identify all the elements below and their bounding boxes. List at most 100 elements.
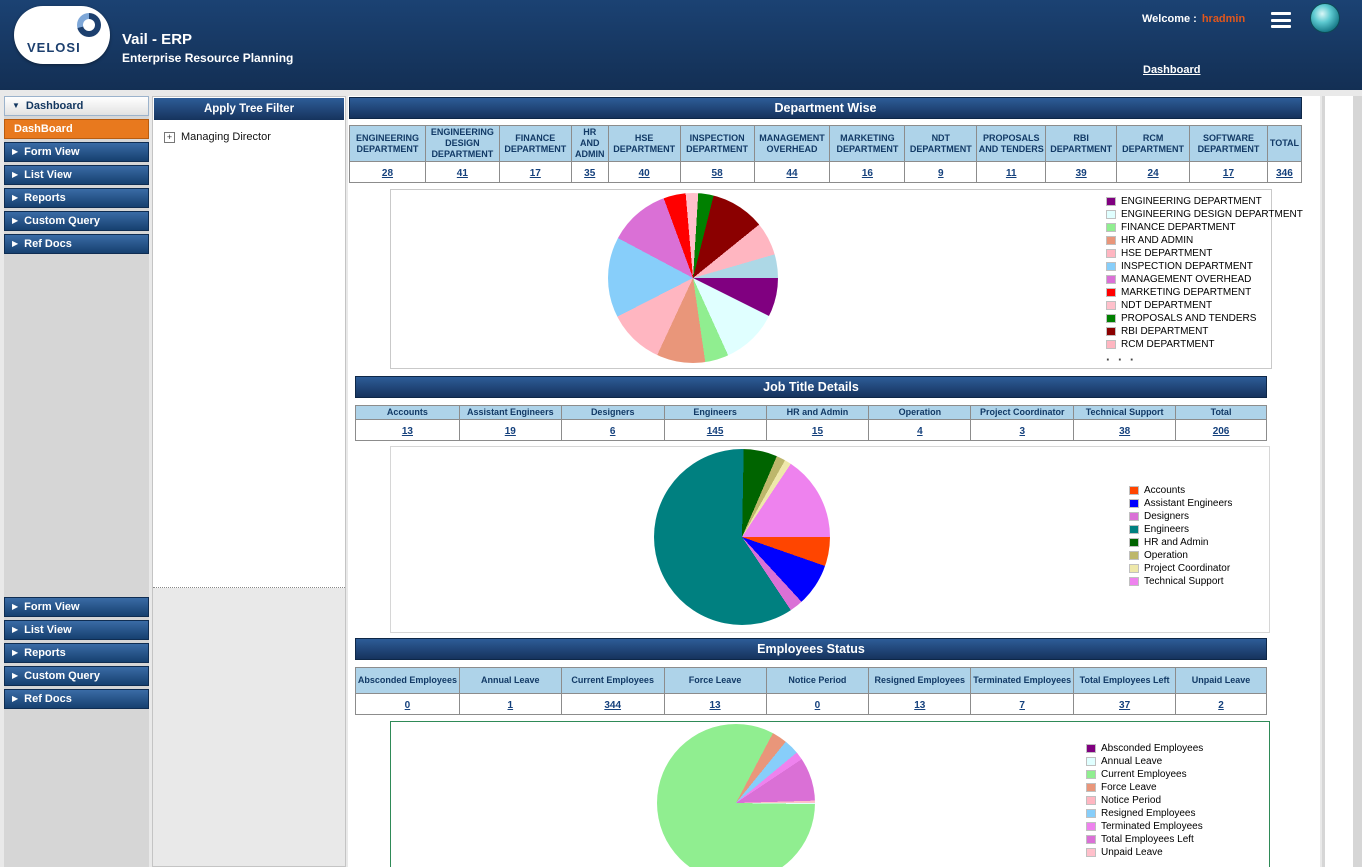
table-cell: 24 xyxy=(1116,161,1191,183)
count-link-software-department[interactable]: 17 xyxy=(1222,168,1235,179)
count-link-marketing-department[interactable]: 16 xyxy=(861,168,873,179)
legend-item-current-employees: Current Employees xyxy=(1086,768,1203,781)
count-link-ndt-department[interactable]: 9 xyxy=(938,168,944,179)
legend-label: Operation xyxy=(1144,550,1188,561)
count-link-accounts[interactable]: 13 xyxy=(401,426,413,437)
globe-logo-icon[interactable] xyxy=(1310,3,1340,33)
main-content: Department Wise ENGINEERING DEPARTMENT EN… xyxy=(348,96,1320,867)
count-link-hse-department[interactable]: 40 xyxy=(638,168,650,179)
count-link-absconded-employees[interactable]: 0 xyxy=(404,700,411,711)
count-link-resigned-employees[interactable]: 13 xyxy=(914,700,926,711)
section-title-employees-status: Employees Status xyxy=(355,638,1267,660)
legend-swatch xyxy=(1106,314,1116,323)
count-link-rcm-department[interactable]: 24 xyxy=(1147,168,1159,179)
sidebar-item-dashboard[interactable]: ▼ Dashboard xyxy=(4,96,149,116)
legend-label: Designers xyxy=(1144,511,1190,522)
menu-icon[interactable] xyxy=(1271,12,1291,28)
count-link-technical-support[interactable]: 38 xyxy=(1119,426,1131,437)
legend-label: Accounts xyxy=(1144,485,1186,496)
table-cell: 15 xyxy=(765,419,870,441)
sidebar-top-group: ▼ Dashboard DashBoard ▶ Form View ▶ List View ▶… xyxy=(4,96,149,254)
sidebar-item-label: Reports xyxy=(24,647,66,659)
sidebar-item-reports[interactable]: ▶ Reports xyxy=(4,188,149,208)
sidebar-bottom-item-list-view[interactable]: ▶ List View xyxy=(4,620,149,640)
count-link-hr-and-admin[interactable]: 15 xyxy=(811,426,824,437)
count-link-designers[interactable]: 6 xyxy=(609,426,616,437)
sidebar-item-form-view[interactable]: ▶ Form View xyxy=(4,142,149,162)
count-link-force-leave[interactable]: 13 xyxy=(709,700,721,711)
legend-item-resigned-employees: Resigned Employees xyxy=(1086,807,1203,820)
column-header-engineering-department: ENGINEERING DEPARTMENT xyxy=(349,125,426,162)
legend-swatch xyxy=(1129,499,1139,508)
legend-swatch xyxy=(1086,822,1096,831)
welcome-text: Welcome : hradmin xyxy=(1142,13,1245,25)
chevron-down-icon: ▼ xyxy=(12,101,20,110)
sidebar-item-dashboard[interactable]: DashBoard xyxy=(4,119,149,139)
section-department-wise: Department Wise ENGINEERING DEPARTMENT EN… xyxy=(349,97,1303,369)
sidebar-bottom-item-reports[interactable]: ▶ Reports xyxy=(4,643,149,663)
count-link-management-overhead[interactable]: 44 xyxy=(786,168,798,179)
count-link-total[interactable]: 206 xyxy=(1212,426,1230,437)
sidebar: ▼ Dashboard DashBoard ▶ Form View ▶ List View ▶… xyxy=(4,96,149,867)
count-link-hr-and-admin[interactable]: 35 xyxy=(584,168,596,179)
count-link-notice-period[interactable]: 0 xyxy=(814,700,821,711)
column-header-absconded-employees: Absconded Employees xyxy=(355,667,460,694)
legend-label: MANAGEMENT OVERHEAD xyxy=(1121,274,1252,285)
legend-item-management-overhead: MANAGEMENT OVERHEAD xyxy=(1106,273,1303,286)
section-title-department-wise: Department Wise xyxy=(349,97,1302,119)
count-link-inspection-department[interactable]: 58 xyxy=(711,168,723,179)
chevron-right-icon: ▶ xyxy=(12,193,19,202)
count-link-operation[interactable]: 4 xyxy=(917,426,923,437)
legend-item-finance-department: FINANCE DEPARTMENT xyxy=(1106,221,1303,234)
column-header-technical-support: Technical Support xyxy=(1073,405,1177,420)
sidebar-bottom-item-ref-docs[interactable]: ▶ Ref Docs xyxy=(4,689,149,709)
sidebar-bottom-item-form-view[interactable]: ▶ Form View xyxy=(4,597,149,617)
table-cell: 40 xyxy=(607,161,681,183)
table-cell: 35 xyxy=(570,161,609,183)
tree-node-label: Managing Director xyxy=(181,131,271,143)
count-link-rbi-department[interactable]: 39 xyxy=(1075,168,1087,179)
sidebar-item-label: Dashboard xyxy=(25,100,84,112)
count-link-engineering-design-department[interactable]: 41 xyxy=(456,168,468,179)
apply-tree-filter-button[interactable]: Apply Tree Filter xyxy=(154,98,344,120)
sidebar-item-list-view[interactable]: ▶ List View xyxy=(4,165,149,185)
velosi-logo: VELOSI xyxy=(14,6,110,64)
legend-swatch xyxy=(1106,249,1116,258)
legend-swatch xyxy=(1106,275,1116,284)
count-link-engineers[interactable]: 145 xyxy=(706,426,724,437)
column-header-hr-and-admin: HR and Admin xyxy=(765,405,870,420)
count-link-total[interactable]: 346 xyxy=(1276,168,1293,179)
count-link-unpaid-leave[interactable]: 2 xyxy=(1218,700,1224,711)
logo-text: VELOSI xyxy=(27,40,81,55)
count-link-engineering-department[interactable]: 28 xyxy=(381,168,394,179)
count-link-annual-leave[interactable]: 1 xyxy=(507,700,514,711)
legend-swatch xyxy=(1129,538,1139,547)
username: hradmin xyxy=(1201,13,1246,25)
job-title-pie-chart xyxy=(654,449,830,625)
chevron-right-icon: ▶ xyxy=(12,648,19,657)
column-header-finance-department: FINANCE DEPARTMENT xyxy=(498,125,572,162)
sidebar-item-ref-docs[interactable]: ▶ Ref Docs xyxy=(4,234,149,254)
column-header-engineering-design-department: ENGINEERING DESIGN DEPARTMENT xyxy=(424,125,500,162)
legend-item-technical-support: Technical Support xyxy=(1129,575,1232,588)
count-link-assistant-engineers[interactable]: 19 xyxy=(504,426,516,437)
sidebar-item-custom-query[interactable]: ▶ Custom Query xyxy=(4,211,149,231)
table-cell: 0 xyxy=(355,693,460,715)
count-link-current-employees[interactable]: 344 xyxy=(604,700,622,711)
dashboard-link[interactable]: Dashboard xyxy=(1143,64,1201,76)
count-link-total-employees-left[interactable]: 37 xyxy=(1119,700,1131,711)
expand-plus-icon[interactable]: + xyxy=(164,131,175,143)
count-link-proposals-and-tenders[interactable]: 11 xyxy=(1005,168,1017,179)
employees-status-table: Absconded Employees Annual Leave Current E… xyxy=(355,667,1267,715)
table-cell: 206 xyxy=(1175,419,1267,441)
table-cell: 346 xyxy=(1266,161,1303,183)
count-link-terminated-employees[interactable]: 7 xyxy=(1019,700,1025,711)
tree-node-managing-director[interactable]: + Managing Director xyxy=(164,131,345,143)
count-link-finance-department[interactable]: 17 xyxy=(529,168,541,179)
legend-label: Notice Period xyxy=(1101,795,1162,806)
sidebar-item-label: Ref Docs xyxy=(24,238,72,250)
sidebar-bottom-item-custom-query[interactable]: ▶ Custom Query xyxy=(4,666,149,686)
legend-label: Terminated Employees xyxy=(1101,821,1203,832)
count-link-project-coordinator[interactable]: 3 xyxy=(1019,426,1026,437)
column-header-rcm-department: RCM DEPARTMENT xyxy=(1116,125,1191,162)
